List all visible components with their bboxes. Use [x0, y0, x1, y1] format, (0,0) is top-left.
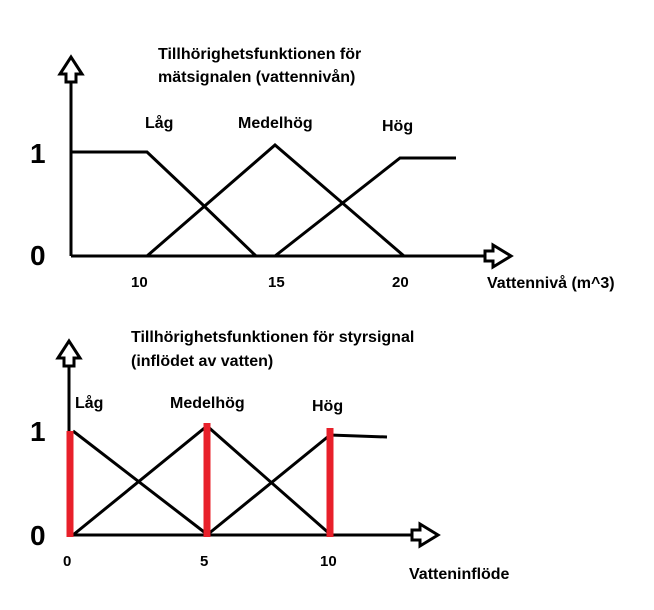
diagram-level-membership: Tillhörighetsfunktionen för mätsignalen …	[30, 46, 615, 292]
diagram2-set-label-low: Låg	[75, 394, 103, 412]
diagram1-y-axis-arrow	[57, 54, 85, 84]
diagram2-y-label-zero: 0	[30, 520, 46, 551]
diagram2-title-line2: (inflödet av vatten)	[131, 353, 273, 370]
diagram1-x-tick: 10	[131, 274, 148, 291]
diagram1-set-label-high: Hög	[382, 118, 413, 135]
diagram2-y-axis-arrow	[55, 338, 83, 368]
diagram1-x-tick: 15	[268, 274, 285, 291]
diagram2-mf-low	[72, 429, 209, 537]
diagram2-set-label-medium-high: Medelhög	[170, 395, 245, 412]
diagram2-mf-medium-high	[72, 424, 332, 537]
diagram1-title-line2: mätsignalen (vattennivån)	[158, 68, 355, 86]
diagram1-title-line1: Tillhörighetsfunktionen för	[158, 46, 361, 63]
diagram-inflow-membership: Tillhörighetsfunktionen för styrsignal (…	[30, 329, 510, 583]
diagram1-x-axis-arrow	[483, 242, 514, 270]
diagram2-x-tick: 0	[63, 553, 71, 570]
diagram1-set-label-medium-high: Medelhög	[238, 115, 313, 132]
diagram1-mf-low	[71, 150, 258, 258]
diagram1-y-label-one: 1	[30, 138, 46, 169]
diagram1-set-label-low: Låg	[145, 114, 173, 132]
diagram2-x-tick: 10	[320, 553, 337, 570]
diagram2-x-axis-label: Vatteninflöde	[409, 566, 510, 583]
diagram1-mf-medium-high	[146, 143, 405, 258]
diagram2-x-tick: 5	[200, 553, 208, 570]
diagram1-x-axis-label: Vattennivå (m^3)	[487, 274, 615, 292]
diagram2-x-axis-arrow	[410, 521, 441, 549]
diagram2-set-label-high: Hög	[312, 398, 343, 415]
diagram1-x-tick: 20	[392, 274, 409, 291]
diagram1-y-label-zero: 0	[30, 240, 46, 271]
diagram2-y-label-one: 1	[30, 416, 46, 447]
diagram1-mf-high	[274, 156, 456, 258]
diagram2-title-line1: Tillhörighetsfunktionen för styrsignal	[131, 329, 414, 346]
